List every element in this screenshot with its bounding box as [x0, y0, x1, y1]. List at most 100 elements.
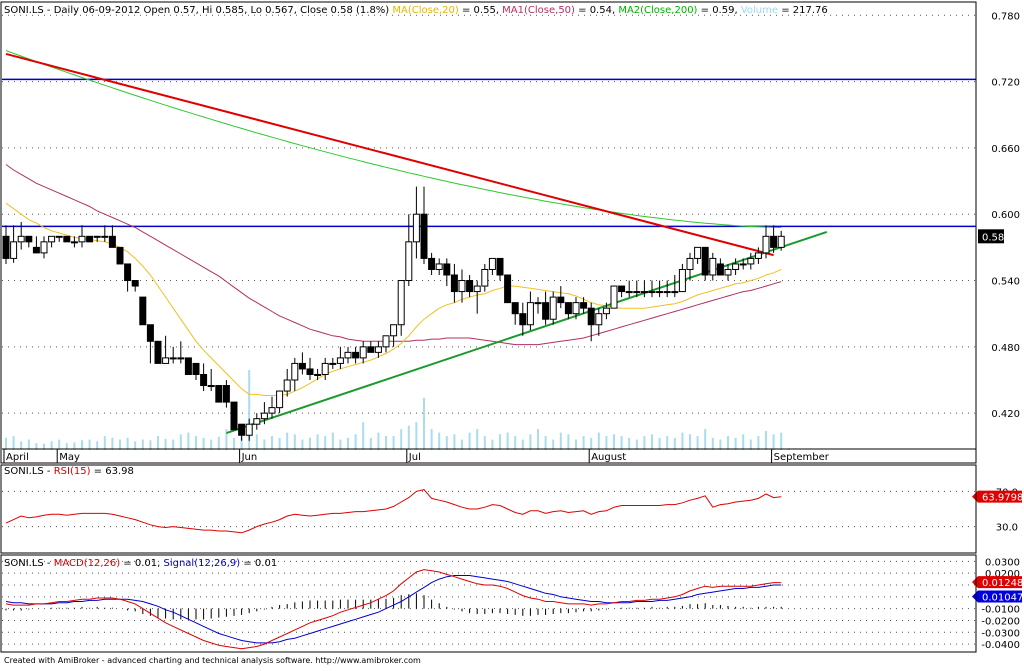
candle-body[interactable]: [770, 235, 778, 248]
candle-body[interactable]: [359, 346, 367, 359]
candle-body[interactable]: [93, 235, 101, 238]
candle-body[interactable]: [450, 274, 458, 293]
candle-body[interactable]: [329, 362, 337, 365]
rsi-line[interactable]: [5, 489, 782, 534]
candle-body[interactable]: [709, 257, 717, 276]
candle-body[interactable]: [344, 351, 352, 359]
candle-body[interactable]: [542, 302, 550, 320]
candle-body[interactable]: [390, 324, 398, 337]
candle-body[interactable]: [177, 357, 185, 360]
candle-body[interactable]: [298, 362, 306, 370]
candle-body[interactable]: [618, 285, 626, 293]
candle-body[interactable]: [519, 313, 527, 326]
price-panel[interactable]: 0.420 0.480 0.540 0.600 0.660 0.720 0.780 April…: [2, 11, 1020, 463]
candle-body[interactable]: [276, 390, 284, 409]
candle-body[interactable]: [108, 235, 116, 248]
candle-body[interactable]: [48, 235, 56, 243]
candle-body[interactable]: [101, 235, 109, 238]
candle-body[interactable]: [238, 423, 246, 436]
candle-body[interactable]: [245, 423, 253, 436]
candle-body[interactable]: [124, 263, 132, 282]
candle-body[interactable]: [162, 357, 170, 364]
candle-body[interactable]: [633, 291, 641, 294]
candle-body[interactable]: [321, 362, 329, 375]
candle-body[interactable]: [648, 291, 656, 294]
candle-body[interactable]: [595, 313, 603, 326]
trendline-support[interactable]: [226, 230, 828, 435]
candle-body[interactable]: [747, 257, 755, 265]
candle-body[interactable]: [382, 335, 390, 348]
candle-body[interactable]: [283, 379, 291, 392]
candle-body[interactable]: [564, 302, 572, 315]
candle-body[interactable]: [55, 235, 63, 238]
candle-body[interactable]: [625, 291, 633, 294]
candle-body[interactable]: [78, 235, 86, 243]
candle-body[interactable]: [86, 235, 94, 243]
candle-body[interactable]: [192, 362, 200, 375]
candle-body[interactable]: [306, 368, 314, 375]
candle-body[interactable]: [671, 291, 679, 294]
candle-body[interactable]: [724, 268, 732, 276]
candle-body[interactable]: [154, 340, 162, 364]
candle-body[interactable]: [488, 257, 496, 270]
candle-body[interactable]: [526, 302, 534, 326]
candle-body[interactable]: [610, 285, 618, 309]
candle-body[interactable]: [25, 235, 33, 243]
candle-body[interactable]: [739, 263, 747, 266]
candle-body[interactable]: [435, 263, 443, 270]
candle-body[interactable]: [169, 357, 177, 360]
candle-body[interactable]: [116, 246, 124, 265]
candle-body[interactable]: [70, 241, 78, 244]
candle-body[interactable]: [260, 412, 268, 420]
candle-body[interactable]: [694, 246, 702, 259]
candle-body[interactable]: [200, 373, 208, 387]
candle-body[interactable]: [443, 263, 451, 276]
candle-body[interactable]: [253, 418, 261, 425]
candle-body[interactable]: [374, 346, 382, 353]
macd-line[interactable]: [5, 569, 782, 650]
candle-body[interactable]: [580, 302, 588, 309]
signal-line[interactable]: [5, 575, 782, 644]
candle-body[interactable]: [496, 257, 504, 276]
candle-body[interactable]: [701, 246, 709, 276]
candle-body[interactable]: [656, 291, 664, 294]
candle-body[interactable]: [777, 235, 785, 248]
rsi-panel[interactable]: 30.070.063.9798: [2, 487, 1023, 534]
candle-body[interactable]: [458, 280, 466, 293]
macd-panel[interactable]: -0.0400-0.0300-0.0200-0.0100 0.02000.0300…: [2, 557, 1023, 651]
candle-body[interactable]: [762, 235, 770, 254]
candle-body[interactable]: [207, 385, 215, 388]
candle-body[interactable]: [602, 307, 610, 315]
candle-body[interactable]: [397, 280, 405, 326]
candle-body[interactable]: [557, 296, 565, 304]
candle-body[interactable]: [511, 302, 519, 315]
candle-body[interactable]: [2, 235, 10, 259]
candle-body[interactable]: [466, 280, 474, 293]
candle-body[interactable]: [686, 257, 694, 270]
candle-body[interactable]: [131, 280, 139, 287]
candle-body[interactable]: [640, 291, 648, 294]
candle-body[interactable]: [428, 257, 436, 270]
candle-body[interactable]: [754, 252, 762, 259]
candle-body[interactable]: [534, 302, 542, 305]
candle-body[interactable]: [40, 241, 48, 254]
candle-body[interactable]: [420, 213, 428, 259]
candle-body[interactable]: [63, 235, 71, 243]
trendline-resistance[interactable]: [5, 52, 774, 257]
candle-body[interactable]: [222, 385, 230, 403]
candle-body[interactable]: [549, 296, 557, 320]
candle-body[interactable]: [504, 274, 512, 304]
candle-body[interactable]: [146, 324, 154, 342]
candle-body[interactable]: [572, 302, 580, 315]
candle-body[interactable]: [352, 351, 360, 359]
candle-body[interactable]: [716, 263, 724, 276]
candle-body[interactable]: [268, 407, 276, 414]
candle-body[interactable]: [481, 268, 489, 287]
candle-body[interactable]: [678, 268, 686, 293]
candle-body[interactable]: [412, 213, 420, 243]
candle-body[interactable]: [663, 291, 671, 294]
candle-body[interactable]: [587, 307, 595, 326]
candle-body[interactable]: [473, 285, 481, 293]
candle-body[interactable]: [291, 362, 299, 381]
